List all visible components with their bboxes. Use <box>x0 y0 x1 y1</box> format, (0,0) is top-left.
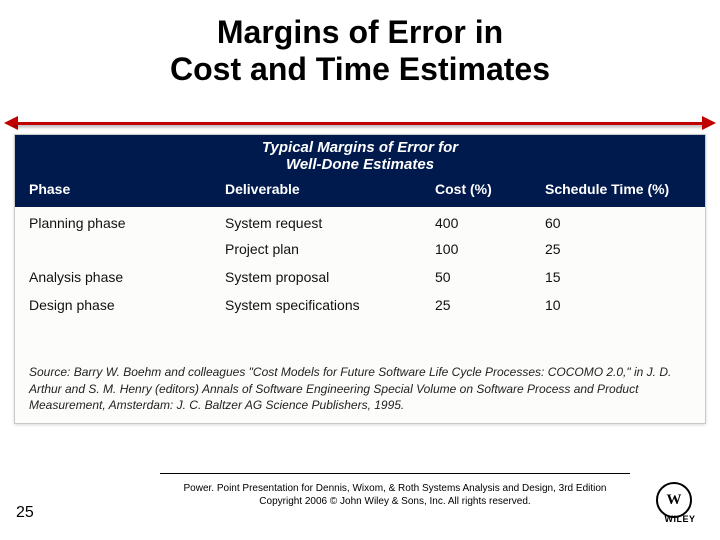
logo-monogram-icon: W <box>656 482 692 518</box>
table-row: Analysis phase System proposal 50 15 <box>15 269 705 295</box>
cell-time: 15 <box>545 269 695 285</box>
divider-arrow-right-icon <box>702 116 716 130</box>
table-header-band: Typical Margins of Error for Well-Done E… <box>15 135 705 207</box>
cell-time: 60 <box>545 215 695 231</box>
cell-deliv: System specifications <box>225 297 395 313</box>
cell-deliv: Project plan <box>225 241 395 257</box>
footer-rule <box>160 473 630 474</box>
cell-deliv: System request <box>225 215 395 231</box>
cell-phase: Analysis phase <box>29 269 179 285</box>
publisher-logo: W WILEY <box>652 480 708 522</box>
col-header-phase: Phase <box>29 181 179 197</box>
cell-cost: 50 <box>435 269 535 285</box>
cell-cost: 100 <box>435 241 535 257</box>
cell-time: 10 <box>545 297 695 313</box>
footer-line-2: Copyright 2006 © John Wiley & Sons, Inc.… <box>160 496 630 509</box>
slide: Margins of Error in Cost and Time Estima… <box>0 0 720 540</box>
slide-number: 25 <box>16 504 34 522</box>
cell-cost: 400 <box>435 215 535 231</box>
divider-line <box>14 122 706 125</box>
margins-table: Typical Margins of Error for Well-Done E… <box>14 134 706 424</box>
table-row: Project plan 100 25 <box>15 241 705 267</box>
col-header-cost: Cost (%) <box>435 181 535 197</box>
footer-line-1: Power. Point Presentation for Dennis, Wi… <box>160 483 630 496</box>
table-row: Planning phase System request 400 60 <box>15 215 705 241</box>
table-super-header: Typical Margins of Error for Well-Done E… <box>15 139 705 174</box>
cell-cost: 25 <box>435 297 535 313</box>
divider <box>8 118 712 132</box>
cell-phase: Planning phase <box>29 215 179 231</box>
col-header-deliverable: Deliverable <box>225 181 395 197</box>
cell-deliv: System proposal <box>225 269 395 285</box>
col-header-time: Schedule Time (%) <box>545 181 695 197</box>
table-source-note: Source: Barry W. Boehm and colleagues "C… <box>29 364 691 413</box>
table-row: Design phase System specifications 25 10 <box>15 297 705 323</box>
footer-text: Power. Point Presentation for Dennis, Wi… <box>160 483 630 508</box>
logo-brand: WILEY <box>652 514 708 524</box>
cell-time: 25 <box>545 241 695 257</box>
slide-title: Margins of Error in Cost and Time Estima… <box>0 14 720 88</box>
cell-phase: Design phase <box>29 297 179 313</box>
